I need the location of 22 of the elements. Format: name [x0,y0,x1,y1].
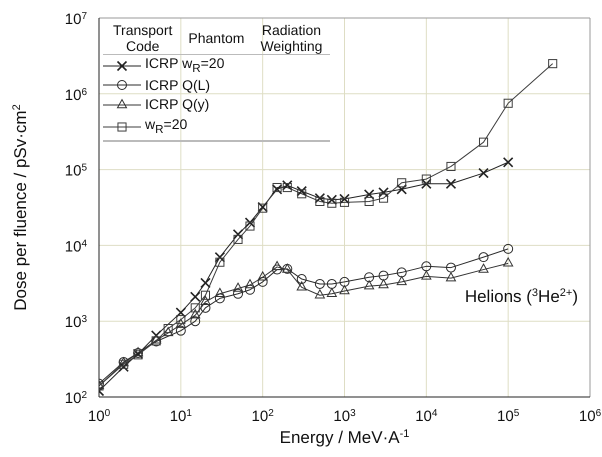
annotation: Helions ($^{3}$He$^{2+}$) [464,287,578,306]
x-axis-title: Energy / MeV·A$^{-1}$ [280,428,410,447]
x-tick-label: 10$^{0}$ [88,408,111,425]
x-tick-label: 10$^{5}$ [497,408,520,425]
x-tick-label: 10$^{1}$ [170,408,192,425]
x-tick-label: 10$^{2}$ [252,408,274,425]
legend-label: ICRP w$_{R}$=20 [145,55,224,75]
y-tick-label: 10$^{4}$ [64,238,88,256]
y-tick-label: 10$^{5}$ [64,162,88,180]
x-tick-label: 10$^{6}$ [578,408,602,425]
y-tick-label: 10$^{6}$ [64,86,88,104]
legend-label: w$_{R}$=20 [145,116,188,136]
y-tick-label: 10$^{2}$ [64,390,88,407]
legend-label: ICRP Q(L) [145,76,210,93]
annotation: Transport Code [112,22,174,54]
x-tick-label: 10$^{3}$ [333,408,356,425]
legend-label: ICRP Q(y) [145,96,210,112]
annotation: Radiation Weighting [259,22,324,54]
annotation: Phantom [187,29,246,48]
y-tick-label: 10$^{7}$ [64,10,88,28]
y-tick-label: 10$^{3}$ [64,314,88,332]
x-tick-label: 10$^{4}$ [415,408,438,425]
